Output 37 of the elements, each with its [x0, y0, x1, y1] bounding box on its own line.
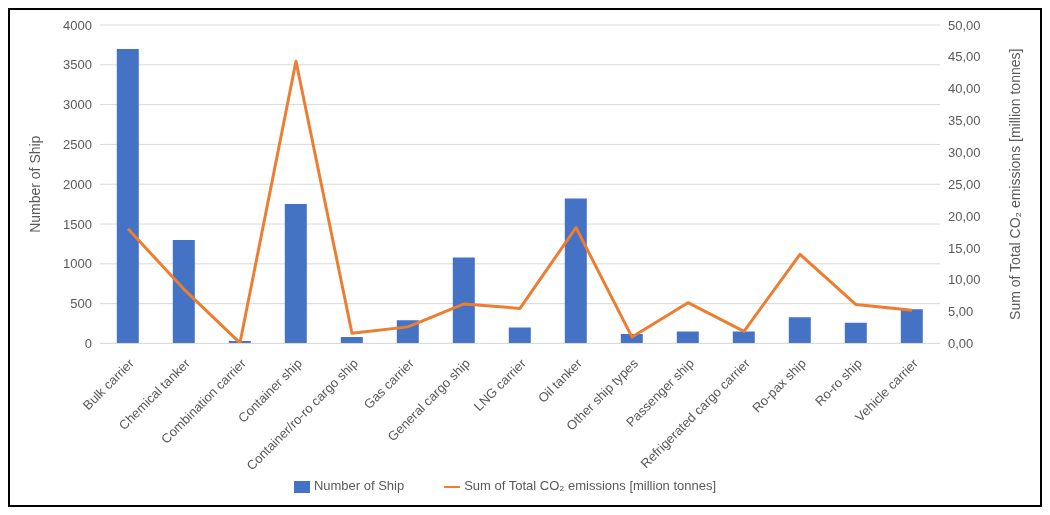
y-tick-label: 1000 — [63, 256, 92, 272]
y-tick-label: 0 — [84, 336, 92, 352]
y2-axis-title: Sum of Total CO₂ emissions [million tonnes] — [1006, 48, 1023, 320]
line-series — [126, 59, 914, 344]
y2-tick-label: 40,00 — [948, 81, 981, 97]
bar — [676, 331, 699, 344]
y2-tick-label: 15,00 — [948, 240, 981, 256]
y-tick-label: 4000 — [63, 17, 92, 33]
bar — [116, 48, 139, 344]
y-axis-title: Number of Ship — [26, 135, 43, 233]
y-tick-label: 2000 — [63, 176, 92, 192]
bar — [732, 331, 755, 344]
bar — [564, 198, 587, 344]
y2-tick-label: 20,00 — [948, 208, 981, 224]
bar — [172, 239, 195, 344]
bar — [340, 337, 363, 344]
bar — [452, 257, 475, 344]
bar — [284, 204, 307, 344]
bar — [844, 322, 867, 344]
y2-tick-label: 5,00 — [948, 304, 974, 320]
y2-tick-label: 25,00 — [948, 176, 981, 192]
y-tick-label: 500 — [70, 296, 92, 312]
y2-tick-label: 35,00 — [948, 113, 981, 129]
bar — [900, 309, 923, 344]
y-tick-label: 1500 — [63, 216, 92, 232]
y-tick-label: 2500 — [63, 137, 92, 153]
y-tick-label: 3000 — [63, 97, 92, 113]
bar — [508, 327, 531, 344]
y2-tick-label: 50,00 — [948, 17, 981, 33]
y2-tick-label: 0,00 — [948, 336, 974, 352]
y-tick-label: 3500 — [63, 57, 92, 73]
legend-label: Number of Ship — [313, 478, 405, 494]
y2-tick-label: 30,00 — [948, 144, 981, 160]
bar — [788, 317, 811, 344]
y2-tick-label: 45,00 — [948, 49, 981, 65]
legend-label: Sum of Total CO₂ emissions [million tonnes] — [464, 478, 717, 494]
y2-tick-label: 10,00 — [948, 272, 981, 288]
